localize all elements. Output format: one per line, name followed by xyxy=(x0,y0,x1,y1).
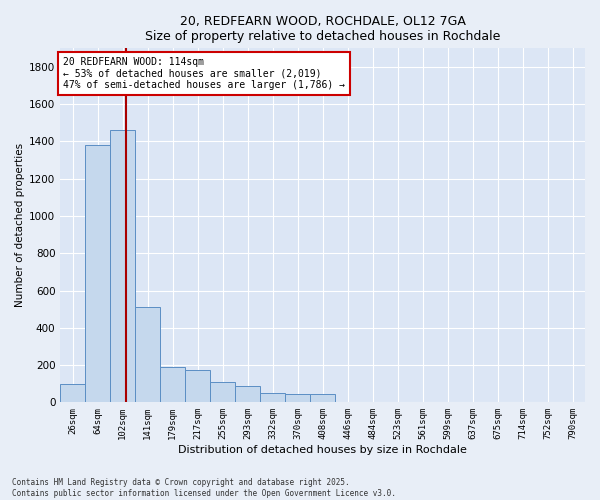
Bar xyxy=(110,130,135,402)
Title: 20, REDFEARN WOOD, ROCHDALE, OL12 7GA
Size of property relative to detached hous: 20, REDFEARN WOOD, ROCHDALE, OL12 7GA Si… xyxy=(145,15,500,43)
Bar xyxy=(310,394,335,402)
Bar xyxy=(135,308,160,402)
Bar xyxy=(235,386,260,402)
Y-axis label: Number of detached properties: Number of detached properties xyxy=(15,144,25,308)
Text: Contains HM Land Registry data © Crown copyright and database right 2025.
Contai: Contains HM Land Registry data © Crown c… xyxy=(12,478,396,498)
Text: 20 REDFEARN WOOD: 114sqm
← 53% of detached houses are smaller (2,019)
47% of sem: 20 REDFEARN WOOD: 114sqm ← 53% of detach… xyxy=(63,57,345,90)
Bar xyxy=(260,393,285,402)
Bar xyxy=(85,145,110,403)
Bar xyxy=(160,367,185,402)
Bar xyxy=(60,384,85,402)
Bar xyxy=(285,394,310,402)
X-axis label: Distribution of detached houses by size in Rochdale: Distribution of detached houses by size … xyxy=(178,445,467,455)
Bar xyxy=(185,370,210,402)
Bar xyxy=(210,382,235,402)
